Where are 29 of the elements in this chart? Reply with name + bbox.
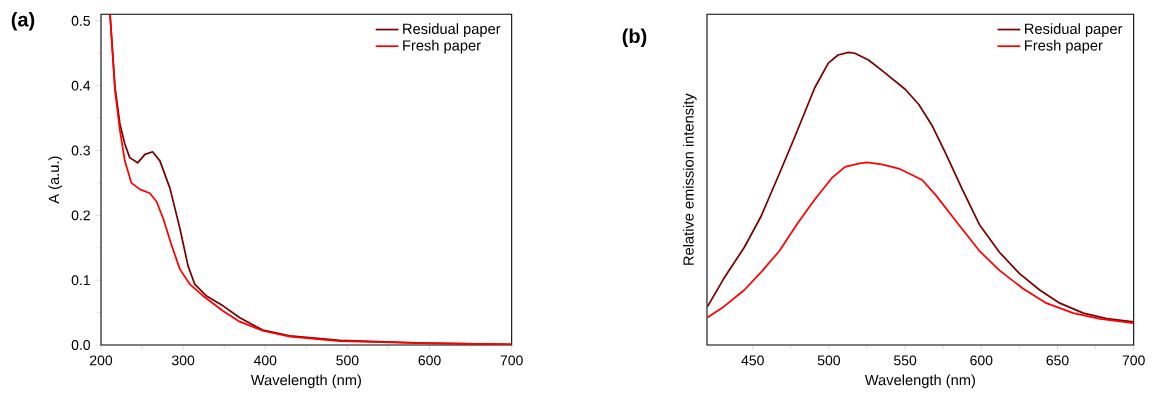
x-axis-title: Wavelength (nm) [864,374,975,389]
y-tick-label: 0.2 [71,210,90,221]
y-tick-label: 0.1 [71,275,90,286]
y-tick-label: 0.3 [71,145,90,156]
x-tick-label: 450 [741,355,764,366]
legend-label: Fresh paper [1025,39,1103,54]
x-tick-label: 600 [970,355,993,366]
legend-label: Fresh paper [403,39,481,54]
x-tick-label: 400 [253,355,277,366]
y-axis-title: Relative emission intensity [682,93,697,265]
x-axis-title: Wavelength (nm) [250,374,361,389]
x-tick-label: 500 [336,355,359,366]
y-tick-label: 0.0 [71,340,91,350]
x-tick-label: 500 [817,355,841,366]
chart-title: (a) [11,11,35,31]
x-tick-label: 700 [1122,355,1145,366]
x-tick-label: 300 [171,355,195,366]
legend-label: Residual paper [403,23,501,37]
x-tick-label: 550 [893,355,917,366]
line-series [109,14,512,345]
x-tick-label: 600 [418,355,441,366]
y-tick-label: 0.4 [71,80,91,91]
legend-label: Residual paper [1025,23,1123,37]
y-tick-label: 0.5 [71,15,91,26]
x-tick-label: 200 [90,355,113,366]
y-axis-title: A (a.u.) [48,156,62,204]
x-tick-label: 650 [1046,355,1069,366]
chart-title: (b) [622,28,647,48]
x-tick-label: 700 [500,355,523,366]
